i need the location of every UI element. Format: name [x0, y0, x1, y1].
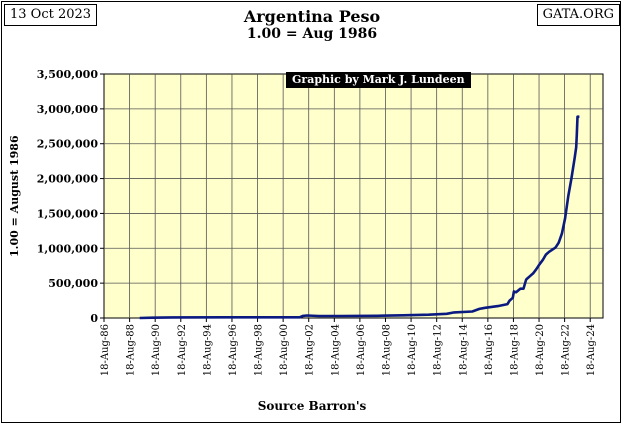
series-line: [139, 115, 580, 320]
y-tick-label: 3,500,000: [37, 68, 99, 81]
x-tick-label: 18-Aug-14: [458, 324, 469, 376]
credit-annotation: Graphic by Mark J. Lundeen: [286, 72, 471, 88]
y-tick-label: 2,500,000: [37, 138, 99, 151]
x-tick-label: 18-Aug-18: [509, 324, 520, 376]
x-tick-label: 18-Aug-08: [381, 324, 392, 376]
x-tick-label: 18-Aug-06: [356, 324, 367, 376]
source-site-label: GATA.ORG: [536, 4, 620, 26]
x-tick-label: 18-Aug-86: [100, 324, 111, 376]
x-tick-label: 18-Aug-90: [151, 324, 162, 376]
plot-area: [103, 73, 604, 319]
y-tick-label: 500,000: [48, 277, 98, 290]
x-tick-label: 18-Aug-02: [305, 324, 316, 376]
x-tick-label: 18-Aug-88: [126, 324, 137, 376]
chart-title: Argentina Peso: [243, 7, 381, 26]
y-tick-label: 1,500,000: [37, 207, 99, 220]
x-tick-label: 18-Aug-12: [433, 324, 444, 376]
x-tick-label: 18-Aug-04: [330, 324, 341, 376]
x-tick-label: 18-Aug-98: [254, 324, 265, 376]
x-tick-label: 18-Aug-94: [202, 324, 213, 376]
x-tick-label: 18-Aug-10: [407, 324, 418, 376]
x-tick-label: 18-Aug-24: [586, 324, 597, 376]
x-axis-label: Source Barron's: [257, 399, 367, 413]
y-tick-label: 3,000,000: [37, 103, 99, 116]
x-tick-label: 18-Aug-00: [279, 324, 290, 376]
y-tick-label: 2,000,000: [37, 173, 99, 186]
x-tick-label: 18-Aug-92: [177, 324, 188, 376]
x-tick-label: 18-Aug-20: [535, 324, 546, 376]
x-tick-label: 18-Aug-96: [228, 324, 239, 376]
date-label: 13 Oct 2023: [4, 4, 98, 26]
chart-subtitle: 1.00 = Aug 1986: [246, 26, 378, 42]
y-tick-label: 1,000,000: [37, 242, 99, 255]
y-tick-label: 0: [90, 312, 98, 325]
x-tick-label: 18-Aug-16: [484, 324, 495, 376]
x-tick-label: 18-Aug-22: [561, 324, 572, 376]
